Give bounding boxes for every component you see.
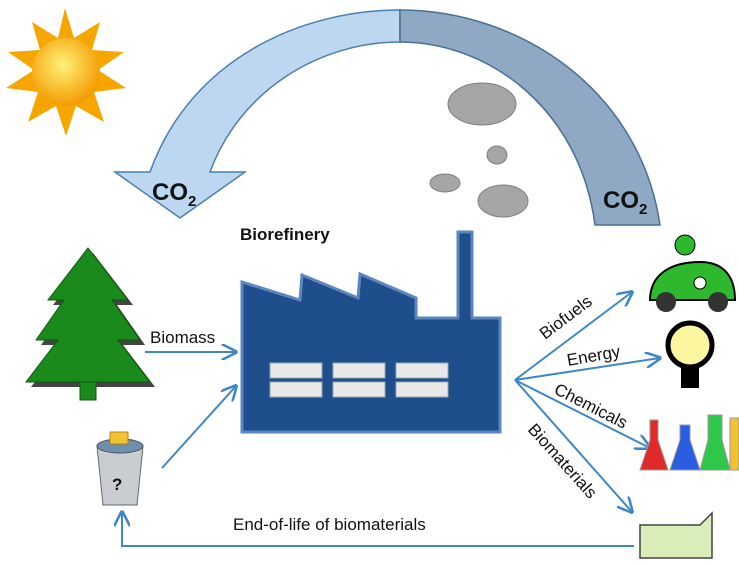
- flasks-icon: [640, 415, 739, 470]
- bin-icon: ?: [97, 432, 143, 505]
- document-icon: [640, 513, 712, 558]
- output-label: Chemicals: [551, 380, 630, 433]
- recycle-arrow: [162, 386, 236, 468]
- bin-mark: ?: [112, 475, 122, 494]
- car-icon: [650, 235, 735, 312]
- sun-icon: [6, 8, 126, 136]
- output-label: Biofuels: [536, 292, 596, 344]
- loop-label: End-of-life of biomaterials: [233, 515, 426, 534]
- factory-icon: [242, 232, 500, 432]
- bulb-icon: [668, 323, 712, 388]
- input-label: Biomass: [150, 328, 215, 347]
- title: Biorefinery: [240, 225, 330, 244]
- tree-icon: [26, 248, 155, 400]
- smoke: [430, 83, 528, 217]
- diagram: CO2 CO2 Biorefinery ? Biomass: [0, 0, 739, 566]
